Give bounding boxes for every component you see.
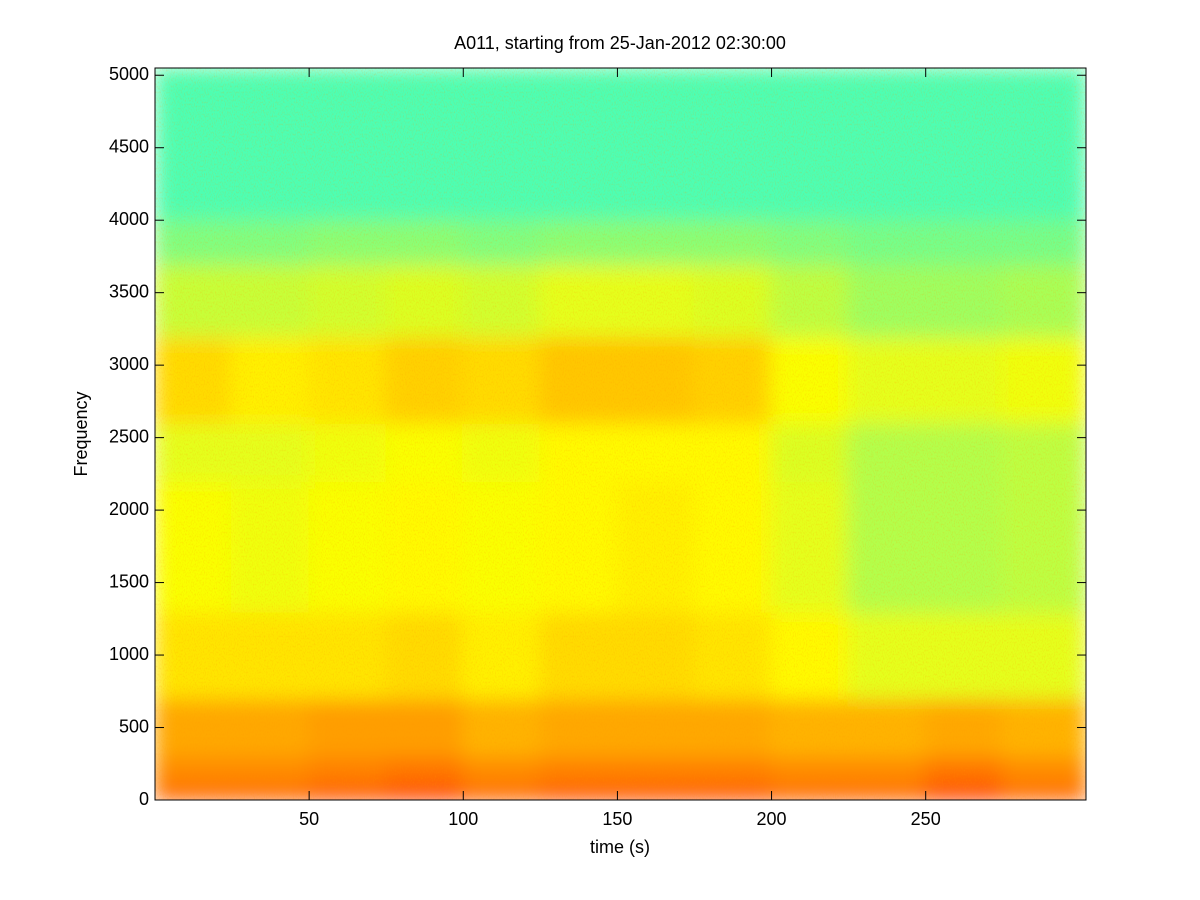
y-axis-label: Frequency: [71, 391, 91, 476]
x-tick-label: 100: [448, 809, 478, 829]
y-tick-label: 500: [119, 716, 149, 736]
x-tick-label: 250: [911, 809, 941, 829]
y-tick-label: 2500: [109, 426, 149, 446]
x-tick-label: 200: [757, 809, 787, 829]
y-tick-label: 2000: [109, 499, 149, 519]
x-tick-label: 150: [602, 809, 632, 829]
x-axis-label: time (s): [590, 837, 650, 857]
axes-box: [154, 67, 1087, 801]
y-tick-label: 3500: [109, 281, 149, 301]
y-tick-label: 1000: [109, 644, 149, 664]
y-tick-label: 3000: [109, 354, 149, 374]
x-tick-label: 50: [299, 809, 319, 829]
y-tick-label: 1500: [109, 571, 149, 591]
y-tick-label: 0: [139, 789, 149, 809]
chart-title: A011, starting from 25-Jan-2012 02:30:00: [454, 33, 786, 53]
spectrogram: [155, 68, 1086, 800]
y-tick-label: 5000: [109, 64, 149, 84]
y-tick-label: 4500: [109, 136, 149, 156]
texture: [155, 68, 1086, 800]
y-tick-label: 4000: [109, 209, 149, 229]
